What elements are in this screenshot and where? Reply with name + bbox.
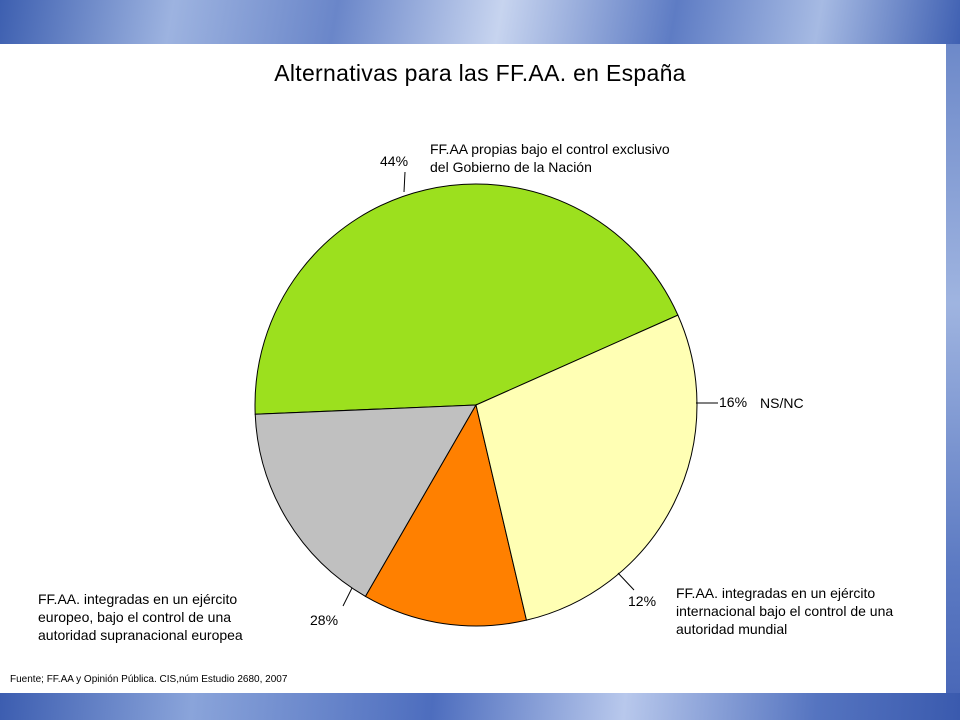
leader-line — [342, 587, 353, 607]
slice-value-label: 28% — [310, 612, 339, 628]
right-edge-band — [946, 44, 960, 693]
slice-ns-nc — [254, 404, 477, 598]
slice-value-label: 16% — [719, 394, 748, 410]
slice-ejercito-europeo — [475, 314, 698, 621]
slice-label: FF.AA propias bajo el control exclusivo d… — [430, 141, 670, 175]
slice-value-label: 44% — [380, 153, 409, 169]
slice-fuerzas-propias — [254, 183, 679, 415]
leader-line — [617, 572, 635, 591]
header-band — [0, 0, 960, 44]
chart-title: Alternativas para las FF.AA. en España — [274, 60, 686, 86]
slice-label: FF.AA. integradas en un ejército europeo,… — [38, 591, 243, 643]
slice-ejercito-internacional — [364, 403, 528, 627]
source-note: Fuente; FF.AA y Opinión Pública. CIS,núm… — [10, 674, 288, 685]
leader-line — [403, 171, 406, 193]
slice-value-label: 12% — [628, 593, 657, 609]
footer-band — [0, 693, 960, 720]
slice-label: FF.AA. integradas en un ejército internac… — [676, 585, 894, 637]
slice-label: NS/NC — [760, 395, 804, 411]
